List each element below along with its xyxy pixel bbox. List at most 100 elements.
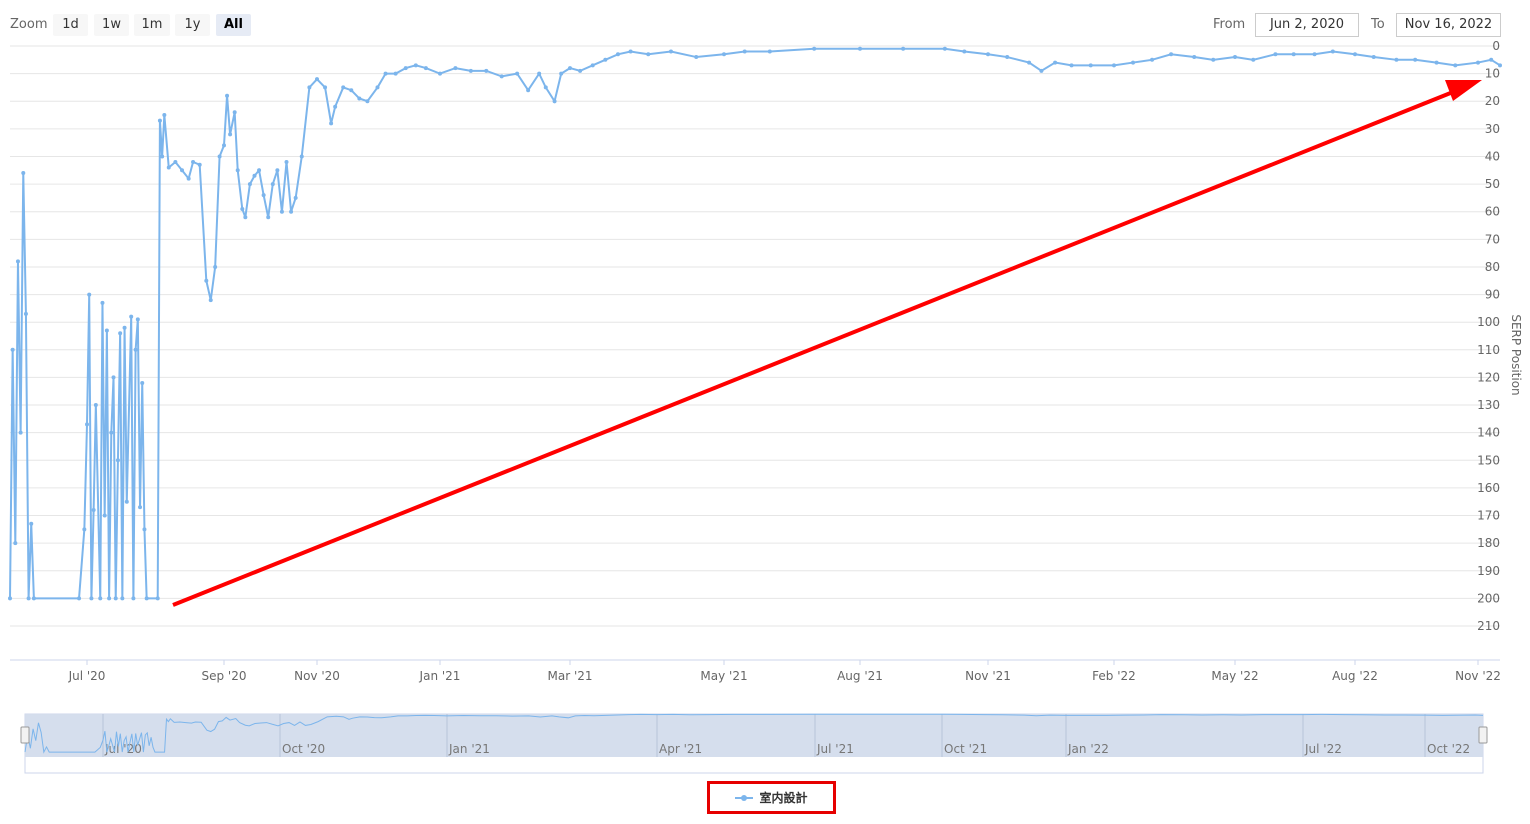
y-tick-label: 40	[1485, 149, 1500, 163]
data-point	[1112, 63, 1116, 68]
data-point	[104, 328, 109, 333]
data-point	[515, 71, 520, 76]
data-point	[18, 430, 23, 435]
to-date-input[interactable]: Nov 16, 2022	[1396, 13, 1501, 37]
data-point	[578, 68, 583, 73]
y-tick-label: 200	[1477, 591, 1500, 605]
zoom-all-button[interactable]: All	[216, 14, 251, 36]
data-point	[1169, 52, 1174, 57]
zoom-1m-button[interactable]: 1m	[134, 14, 170, 36]
to-label: To	[1371, 17, 1385, 32]
x-tick-label: May '22	[1211, 669, 1258, 683]
data-point	[1353, 52, 1357, 57]
data-point	[284, 160, 289, 164]
data-point	[552, 99, 557, 104]
data-point	[115, 458, 120, 463]
data-point	[275, 168, 280, 173]
data-point	[23, 311, 28, 316]
navigator-tick-label: Jul '21	[816, 742, 854, 756]
data-point	[742, 49, 747, 54]
data-point	[526, 88, 531, 93]
data-point	[1211, 57, 1216, 62]
data-point	[15, 259, 20, 264]
y-tick-label: 110	[1477, 343, 1500, 357]
data-point	[289, 209, 294, 214]
zoom-1w-button[interactable]: 1w	[94, 14, 129, 36]
data-point	[109, 430, 114, 435]
data-point	[383, 71, 388, 76]
data-point	[157, 118, 162, 123]
data-point	[1150, 57, 1155, 62]
data-point	[628, 49, 633, 54]
data-point	[1312, 52, 1317, 57]
navigator-right-handle[interactable]	[1478, 726, 1488, 744]
data-point	[155, 596, 160, 601]
y-tick-label: 140	[1477, 426, 1500, 440]
data-point	[111, 375, 116, 380]
data-point	[1005, 55, 1010, 60]
data-point	[986, 52, 990, 57]
x-tick-label: Feb '22	[1092, 669, 1136, 683]
data-point	[1434, 60, 1439, 65]
data-point	[166, 165, 171, 170]
data-point	[341, 85, 346, 90]
data-point	[204, 278, 209, 283]
data-point	[1131, 60, 1136, 65]
data-point	[901, 46, 906, 51]
data-point	[499, 74, 504, 79]
data-point	[29, 521, 34, 526]
data-point	[323, 85, 328, 90]
data-point	[26, 596, 31, 601]
data-point	[1413, 57, 1418, 62]
annotation-arrow-head	[1445, 80, 1482, 101]
navigator-left-handle[interactable]	[20, 726, 30, 744]
data-point	[266, 215, 271, 220]
data-point	[1394, 57, 1399, 62]
x-tick-label: Nov '20	[294, 669, 340, 683]
data-point	[349, 88, 354, 93]
data-point	[82, 527, 87, 532]
navigator-tick-label: Jul '22	[1304, 742, 1342, 756]
data-point	[1476, 60, 1480, 65]
data-point	[8, 596, 12, 601]
y-tick-label: 100	[1477, 315, 1500, 329]
data-point	[357, 96, 362, 101]
data-point	[102, 513, 107, 518]
y-tick-label: 130	[1477, 398, 1500, 412]
data-point	[1273, 52, 1278, 57]
data-point	[235, 168, 240, 173]
data-point	[186, 176, 191, 181]
data-point	[100, 300, 105, 305]
data-point	[240, 206, 245, 211]
zoom-1y-button[interactable]: 1y	[175, 14, 210, 36]
y-tick-label: 210	[1477, 619, 1500, 633]
data-point	[543, 85, 548, 90]
navigator-series	[24, 713, 1484, 754]
navigator-tick-label: Oct '20	[282, 742, 325, 756]
data-point	[129, 314, 134, 319]
legend-item[interactable]: 室内設計	[707, 781, 836, 814]
navigator-tick-label: Oct '21	[944, 742, 987, 756]
data-point	[144, 596, 149, 601]
data-point	[138, 505, 143, 510]
y-tick-label: 30	[1485, 122, 1500, 136]
data-point	[279, 209, 284, 214]
data-point	[91, 508, 96, 512]
data-point	[722, 52, 726, 57]
zoom-1d-button[interactable]: 1d	[53, 14, 88, 36]
data-point	[468, 68, 473, 73]
data-point	[98, 596, 103, 601]
annotation-arrow-line	[172, 88, 1459, 607]
data-point	[13, 541, 18, 546]
from-date-input[interactable]: Jun 2, 2020	[1255, 13, 1359, 37]
y-tick-label: 60	[1485, 205, 1500, 219]
y-tick-label: 70	[1485, 232, 1500, 246]
y-tick-label: 10	[1485, 67, 1500, 81]
data-point	[118, 331, 123, 336]
data-point	[131, 596, 136, 601]
data-point	[484, 68, 489, 73]
data-point	[1088, 63, 1093, 68]
data-point	[213, 264, 218, 269]
y-tick-label: 20	[1485, 94, 1500, 108]
data-point	[858, 46, 862, 51]
